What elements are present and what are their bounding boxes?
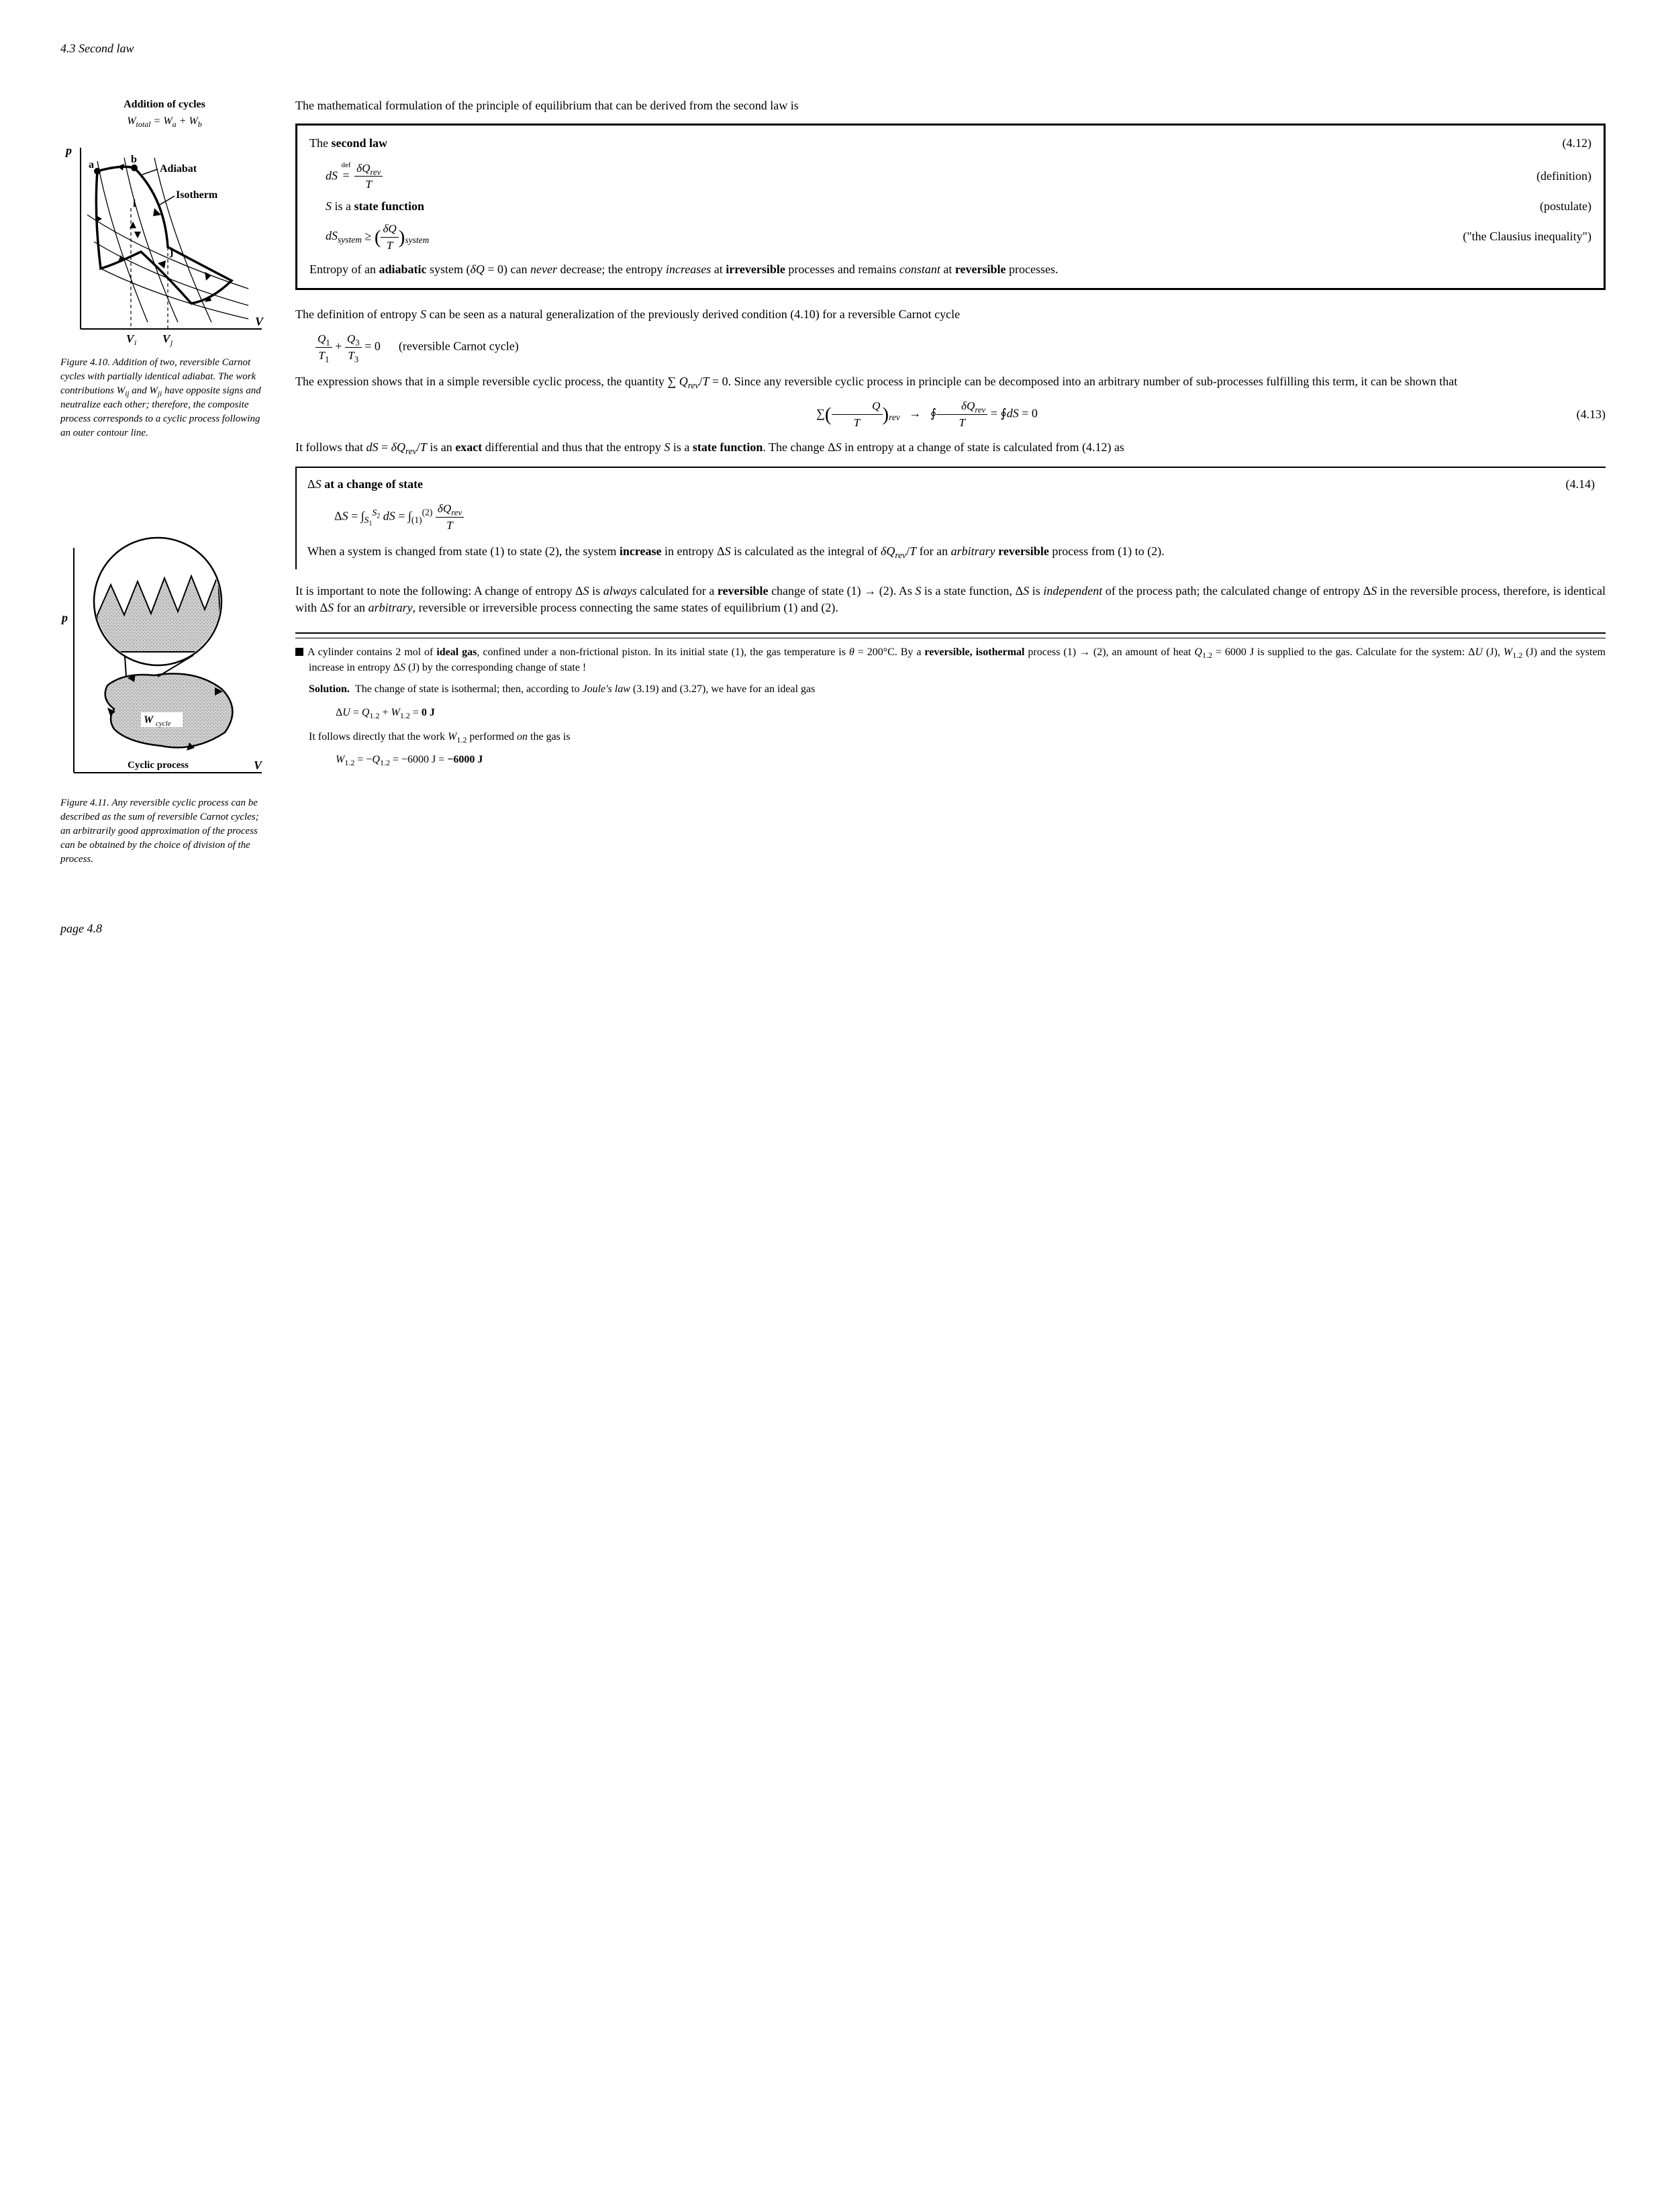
- law-item: dS def= δQrevT(definition): [326, 160, 1591, 193]
- figure-4-10: Addition of cycles Wtotal = Wa + Wb p V: [60, 97, 268, 440]
- law-item: dSsystem ≥ (δQT)system("the Clausius ine…: [326, 221, 1591, 254]
- pt-i-label: i: [133, 198, 136, 209]
- pt-b-label: b: [131, 154, 137, 165]
- inset-tail: When a system is changed from state (1) …: [307, 543, 1595, 560]
- intro-para: The mathematical formulation of the prin…: [295, 97, 1606, 114]
- para-3: The expression shows that in a simple re…: [295, 373, 1606, 390]
- figure-4-10-svg: p V: [60, 134, 268, 349]
- svg-text:i: i: [134, 338, 136, 347]
- figure-4-11: p V W cycle Cyclic process: [60, 534, 268, 867]
- eq-carnot: Q1T1 + Q3T3 = 0 (reversible Carnot cycle…: [315, 331, 1606, 364]
- worked-example: A cylinder contains 2 mol of ideal gas, …: [295, 632, 1606, 767]
- law-tail: Entropy of an adiabatic system (δQ = 0) …: [309, 261, 1591, 278]
- figure-4-10-caption: Figure 4.10. Addition of two, reversible…: [60, 356, 268, 440]
- eq-4-13: ∑(QT)rev → ∮δQrevT = ∮dS = 0: [295, 398, 1559, 431]
- main-column: The mathematical formulation of the prin…: [295, 97, 1606, 894]
- svg-text:V: V: [254, 759, 263, 772]
- law-item-list: dS def= δQrevT(definition) S is a state …: [309, 160, 1591, 254]
- law-item: S is a state function(postulate): [326, 198, 1591, 215]
- pt-a-label: a: [89, 159, 94, 171]
- isotherm-label: Isotherm: [176, 189, 218, 201]
- figure-4-11-caption: Figure 4.11. Any reversible cyclic proce…: [60, 796, 268, 867]
- svg-text:W: W: [144, 714, 154, 726]
- axis-p-label: p: [64, 144, 72, 157]
- example-problem: A cylinder contains 2 mol of ideal gas, …: [295, 645, 1606, 675]
- example-solution-p1: Solution. The change of state is isother…: [295, 682, 1606, 697]
- page-footer: page 4.8: [60, 920, 1606, 937]
- figure-eq: Wtotal = Wa + Wb: [60, 114, 268, 129]
- figure-overtitle: Addition of cycles: [60, 97, 268, 112]
- left-column: Addition of cycles Wtotal = Wa + Wb p V: [60, 97, 268, 894]
- example-eq2: W1.2 = −Q1.2 = −6000 J = −6000 J: [336, 753, 1606, 767]
- inset-eq: ΔS = ∫S1S2 dS = ∫(1)(2) δQrevT: [334, 501, 1595, 534]
- figure-4-11-svg: p V W cycle Cyclic process: [60, 534, 268, 789]
- inset-title: ΔS at a change of state: [307, 476, 423, 493]
- example-eq1: ΔU = Q1.2 + W1.2 = 0 J: [336, 706, 1606, 720]
- axis-v-label: V: [255, 315, 264, 328]
- svg-text:Cyclic process: Cyclic process: [128, 760, 189, 771]
- adiabat-label: Adiabat: [160, 163, 197, 175]
- example-marker-icon: [295, 648, 303, 656]
- section-header: 4.3 Second law: [60, 40, 1606, 57]
- eq-4-13-row: ∑(QT)rev → ∮δQrevT = ∮dS = 0 (4.13): [295, 398, 1606, 431]
- law-eqnum: (4.12): [1563, 135, 1592, 152]
- inset-eqnum: (4.14): [1566, 476, 1596, 493]
- pt-j-label: j: [169, 246, 173, 258]
- example-solution-p2: It follows directly that the work W1.2 p…: [295, 730, 1606, 744]
- law-title: The second law: [309, 135, 387, 152]
- second-law-box: The second law (4.12) dS def= δQrevT(def…: [295, 124, 1606, 289]
- svg-text:p: p: [60, 611, 68, 624]
- para-2: The definition of entropy S can be seen …: [295, 306, 1606, 323]
- svg-text:cycle: cycle: [156, 720, 171, 728]
- delta-s-box: ΔS at a change of state (4.14) ΔS = ∫S1S…: [295, 467, 1606, 569]
- para-5: It is important to note the following: A…: [295, 583, 1606, 616]
- para-4: It follows that dS = δQrev/T is an exact…: [295, 439, 1606, 456]
- eq-4-13-num: (4.13): [1559, 406, 1606, 423]
